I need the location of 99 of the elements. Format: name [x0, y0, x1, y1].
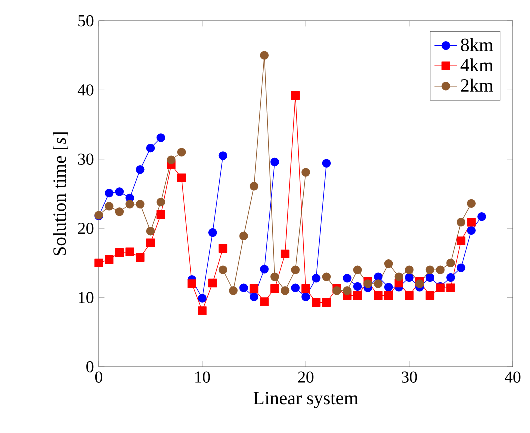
point — [426, 273, 435, 282]
x-axis-title: Linear system — [254, 392, 358, 409]
point — [384, 260, 394, 268]
point — [136, 200, 145, 209]
point — [302, 284, 310, 294]
point — [426, 266, 435, 274]
x-tick-label: 20 — [298, 372, 314, 383]
y-axis-title: Solution time [s] — [53, 132, 68, 256]
point — [136, 253, 145, 262]
point — [446, 273, 456, 282]
point — [136, 165, 145, 174]
point — [302, 292, 310, 302]
point — [270, 272, 280, 282]
point — [343, 274, 352, 283]
point — [394, 272, 404, 282]
y-tick-label: 10 — [79, 292, 94, 304]
point — [115, 188, 124, 196]
legend-label: 8km — [461, 38, 494, 52]
point — [250, 182, 259, 191]
point — [384, 291, 394, 300]
point — [374, 291, 383, 300]
point — [436, 266, 445, 274]
point — [280, 286, 290, 296]
point — [208, 228, 218, 238]
point — [405, 266, 414, 274]
x-tick-label: 0 — [95, 372, 103, 383]
point — [177, 148, 186, 157]
point — [478, 212, 486, 222]
point — [270, 158, 280, 167]
legend-label: 2km — [461, 78, 494, 92]
point — [467, 199, 476, 208]
y-tick-label: 30 — [78, 154, 94, 166]
point — [374, 280, 383, 288]
point — [156, 210, 166, 220]
point — [456, 264, 466, 272]
point — [302, 168, 310, 177]
point — [384, 283, 394, 292]
point — [426, 291, 435, 300]
point — [467, 218, 476, 227]
point — [456, 218, 466, 227]
x-tick-label: 30 — [402, 372, 418, 383]
point — [240, 284, 248, 292]
point — [260, 298, 269, 306]
y-tick-label: 0 — [86, 361, 94, 373]
point — [156, 198, 166, 207]
point — [312, 298, 321, 307]
point — [353, 291, 362, 300]
point — [218, 266, 228, 274]
point — [250, 284, 259, 294]
point — [126, 248, 134, 256]
y-tick-label: 40 — [78, 84, 94, 96]
point — [280, 250, 290, 259]
point — [343, 286, 352, 296]
point — [405, 291, 414, 300]
point — [291, 266, 300, 274]
point — [146, 238, 156, 248]
point — [208, 278, 218, 288]
point — [167, 156, 176, 164]
point — [250, 292, 259, 302]
point — [260, 265, 269, 274]
point — [218, 152, 228, 160]
point — [94, 258, 104, 268]
point — [105, 188, 114, 198]
point — [240, 232, 248, 241]
point — [218, 244, 228, 254]
point — [353, 282, 362, 292]
point — [291, 91, 300, 100]
point — [312, 274, 321, 283]
point — [270, 284, 280, 294]
point — [353, 266, 362, 274]
point — [260, 51, 269, 60]
legend-label: 4km — [460, 58, 494, 72]
point — [115, 248, 124, 258]
point — [229, 286, 238, 296]
point — [291, 284, 300, 292]
point — [456, 236, 466, 246]
point — [446, 258, 456, 268]
point — [405, 273, 414, 282]
x-tick-label: 10 — [196, 372, 210, 383]
y-tick-label: 20 — [78, 222, 94, 234]
point — [198, 306, 207, 316]
point — [105, 255, 114, 264]
point — [156, 134, 166, 142]
point — [188, 280, 196, 288]
point — [177, 174, 186, 182]
point — [322, 298, 332, 307]
point — [322, 272, 332, 282]
point — [467, 226, 476, 236]
point — [146, 144, 156, 153]
point — [446, 284, 456, 292]
point — [146, 227, 156, 236]
point — [322, 159, 332, 168]
x-tick-label: 40 — [505, 372, 521, 383]
point — [105, 202, 114, 211]
point — [332, 286, 342, 296]
y-tick-label: 50 — [78, 15, 94, 27]
point — [198, 294, 207, 303]
point — [115, 208, 124, 216]
point — [126, 200, 134, 209]
